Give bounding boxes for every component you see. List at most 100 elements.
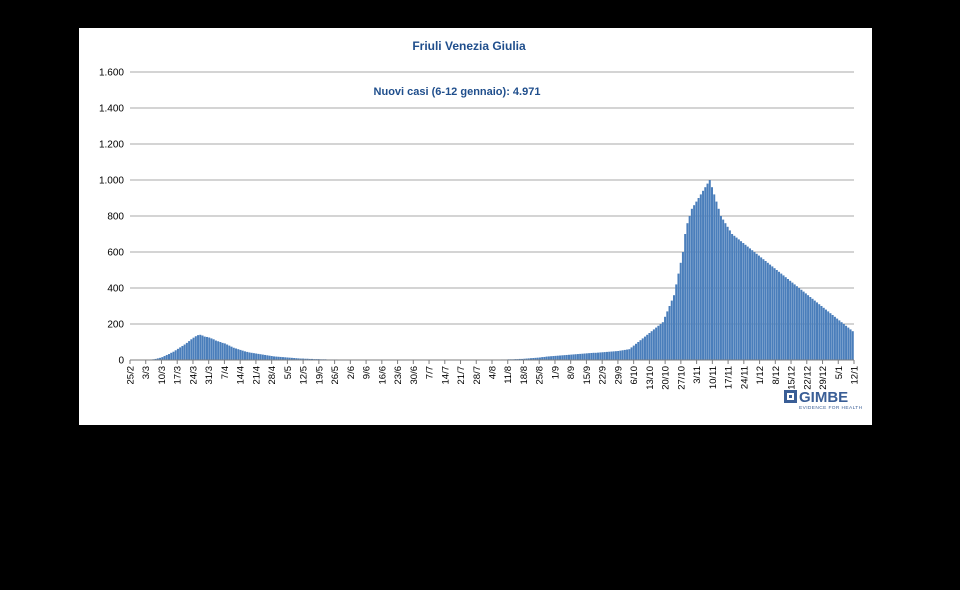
bar bbox=[603, 352, 606, 360]
x-tick-label: 31/3 bbox=[204, 366, 215, 385]
bar bbox=[527, 358, 530, 360]
bar bbox=[270, 356, 273, 360]
bar bbox=[221, 342, 224, 360]
bar bbox=[673, 295, 676, 360]
bar bbox=[728, 230, 731, 360]
bar bbox=[223, 343, 226, 360]
bar bbox=[757, 255, 760, 360]
bar bbox=[192, 337, 195, 360]
bar bbox=[545, 356, 548, 360]
x-tick-label: 11/8 bbox=[503, 366, 514, 384]
bar bbox=[574, 354, 577, 360]
bar bbox=[793, 284, 796, 360]
bar bbox=[713, 194, 716, 360]
x-tick-label: 8/9 bbox=[566, 366, 577, 379]
bar bbox=[851, 331, 854, 360]
bar bbox=[154, 358, 157, 360]
bar bbox=[824, 309, 827, 360]
bar bbox=[281, 357, 284, 360]
bar bbox=[746, 246, 749, 360]
bar bbox=[755, 253, 758, 360]
bar bbox=[780, 273, 783, 360]
bar bbox=[628, 349, 631, 360]
bar bbox=[302, 358, 305, 360]
bar bbox=[547, 356, 550, 360]
x-tick-label: 13/10 bbox=[645, 366, 656, 390]
bar bbox=[849, 329, 852, 360]
bar bbox=[295, 358, 298, 360]
bar bbox=[641, 338, 644, 360]
bar bbox=[556, 355, 559, 360]
bar bbox=[585, 353, 588, 360]
bar bbox=[735, 237, 738, 360]
bar bbox=[199, 334, 202, 360]
bar bbox=[760, 257, 763, 360]
bar bbox=[237, 349, 240, 360]
bar bbox=[572, 354, 575, 360]
x-tick-label: 7/4 bbox=[220, 366, 231, 379]
bar bbox=[710, 187, 713, 360]
bar bbox=[246, 351, 249, 360]
bar bbox=[686, 223, 689, 360]
bar bbox=[275, 356, 278, 360]
bar bbox=[840, 322, 843, 360]
bar bbox=[657, 325, 660, 360]
bar bbox=[308, 358, 311, 360]
bar bbox=[668, 306, 671, 360]
bar bbox=[751, 250, 754, 360]
chart-svg: Friuli Venezia Giulia 0 200 400 600 800 1.000… bbox=[99, 39, 862, 411]
bar bbox=[534, 357, 537, 360]
bar bbox=[601, 352, 604, 360]
bar bbox=[293, 358, 296, 360]
x-tick-label: 30/6 bbox=[409, 366, 420, 385]
bar bbox=[655, 327, 658, 360]
x-tick-label: 20/10 bbox=[661, 366, 672, 390]
x-tick-label: 27/10 bbox=[676, 366, 687, 390]
bar bbox=[230, 346, 233, 360]
bars bbox=[145, 180, 854, 360]
bar bbox=[784, 277, 787, 360]
bar bbox=[304, 358, 307, 360]
bar bbox=[156, 358, 159, 360]
x-tick-label: 24/11 bbox=[739, 366, 750, 389]
bar bbox=[737, 239, 740, 360]
bar bbox=[239, 349, 242, 360]
bar bbox=[612, 351, 615, 360]
bar bbox=[802, 291, 805, 360]
bar bbox=[688, 216, 691, 360]
bar bbox=[608, 351, 611, 360]
bar bbox=[836, 318, 839, 360]
bar bbox=[748, 248, 751, 360]
x-tick-label: 21/7 bbox=[456, 366, 467, 385]
y-tick-label: 1.000 bbox=[99, 176, 124, 187]
bar bbox=[838, 320, 841, 360]
x-tick-label: 22/12 bbox=[802, 366, 813, 390]
bar bbox=[311, 358, 314, 360]
bar bbox=[845, 325, 848, 360]
bar bbox=[172, 351, 175, 360]
x-tick-label: 17/3 bbox=[173, 366, 184, 385]
bar bbox=[666, 311, 669, 360]
bar bbox=[681, 252, 684, 360]
bar bbox=[543, 356, 546, 360]
x-tick-label: 9/6 bbox=[362, 366, 373, 379]
bar bbox=[518, 358, 521, 360]
bar bbox=[742, 243, 745, 360]
bar bbox=[786, 279, 789, 360]
bar bbox=[842, 324, 845, 360]
bar bbox=[554, 355, 557, 360]
bar bbox=[804, 293, 807, 360]
bar bbox=[719, 216, 722, 360]
bar bbox=[706, 183, 709, 360]
bar bbox=[715, 201, 718, 360]
bar bbox=[243, 351, 246, 360]
bar bbox=[659, 324, 662, 360]
bar bbox=[210, 338, 213, 360]
x-tick-label: 4/8 bbox=[488, 366, 499, 379]
bar bbox=[581, 353, 584, 360]
x-tick-label: 21/4 bbox=[251, 366, 262, 385]
bar bbox=[590, 352, 593, 360]
y-tick-label: 1.600 bbox=[99, 68, 124, 79]
x-tick-label: 28/7 bbox=[472, 366, 483, 385]
x-tick-label: 23/6 bbox=[393, 366, 404, 385]
